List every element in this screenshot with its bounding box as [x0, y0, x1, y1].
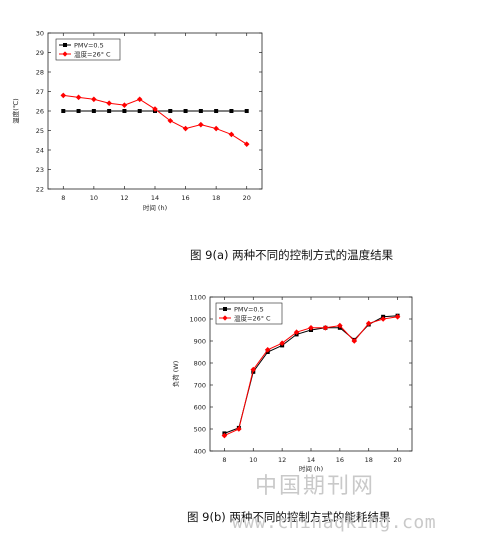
chart-b-legend-marker-0	[223, 307, 227, 311]
temperature-plot-area: 8 10 12 14 16 18 20 22 23 24 25 26 27 28 29 30 时间 (h) 温度(…	[11, 29, 263, 212]
chart-b-x-tick-label: 10	[249, 456, 257, 464]
chart-a-x-tick-label: 12	[120, 194, 128, 202]
chart-a-series-0-point	[137, 109, 142, 113]
chart-a-series-0-point	[91, 109, 96, 113]
chart-b-series-1-point	[221, 432, 228, 439]
temperature-chart: 8 10 12 14 16 18 20 22 23 24 25 26 27 28 29 30 时间 (h) 温度(…	[11, 29, 263, 212]
chart-a-y-axis-label: 温度(℃)	[11, 98, 20, 123]
chart-b-legend-label-0: PMV=0.5	[234, 305, 264, 313]
chart-a-series-1-point	[167, 117, 174, 124]
figure-caption-a: 图 9(a) 两种不同的控制方式的温度结果	[190, 248, 394, 262]
chart-b-series-line-1	[224, 316, 398, 437]
chart-a-legend-marker-1	[62, 51, 68, 57]
chart-a-series-1-point	[75, 94, 82, 101]
chart-b-y-axis-label: 负荷 (W)	[171, 361, 180, 388]
chart-a-series-0-point	[61, 109, 66, 113]
chart-b-y-tick-label: 800	[194, 359, 206, 367]
chart-b-x-axis-label: 时间 (h)	[299, 464, 323, 473]
chart-a-series-1-point	[60, 92, 67, 99]
chart-a-y-tick-label: 28	[36, 68, 44, 76]
chart-a-series-1-point	[182, 125, 189, 132]
energy-plot-area: 8 10 12 14 16 18 20 400 500 600 700 800 900 1000 1100 时…	[171, 293, 413, 473]
chart-a-series-0-point	[122, 109, 127, 113]
chart-a-y-tick-label: 25	[36, 127, 44, 135]
chart-b-series-1-point	[365, 320, 372, 327]
chart-a-legend-box	[55, 38, 121, 61]
watermark-url: www.chinaqking.com	[232, 512, 437, 533]
chart-a-series-1-point	[213, 125, 219, 132]
chart-a-series-0-point	[183, 109, 188, 113]
chart-a-series-0-point	[229, 109, 234, 113]
chart-a-series-0-point	[214, 109, 219, 113]
chart-b-y-tick-label: 700	[194, 381, 206, 389]
chart-b-series-line-0	[224, 315, 398, 434]
chart-a-y-tick-label: 30	[36, 29, 44, 37]
chart-a-y-tick-label: 29	[36, 49, 44, 57]
chart-a-series-0-point	[198, 109, 203, 113]
chart-b-y-tick-label: 1100	[189, 293, 206, 301]
chart-a-x-tick-label: 14	[151, 194, 159, 202]
chart-a-series-0-point	[107, 109, 112, 113]
chart-b-x-tick-label: 16	[336, 456, 344, 464]
chart-b-series-1-point	[380, 316, 386, 322]
chart-a-x-tick-label: 16	[181, 194, 189, 202]
chart-b-y-tick-label: 1000	[189, 315, 206, 323]
chart-a-x-tick-label: 8	[61, 194, 65, 202]
energy-chart: 8 10 12 14 16 18 20 400 500 600 700 800 900 1000 1100 时…	[171, 293, 413, 473]
chart-a-y-tick-label: 22	[36, 185, 44, 193]
figure-caption-b: 图 9(b) 两种不同的控制方式的能耗结果	[187, 510, 391, 524]
chart-a-series-1-point	[136, 96, 143, 103]
chart-a-legend-label-1: 温度=26° C	[74, 49, 111, 58]
chart-a-series-0-point	[168, 109, 173, 113]
watermark-text: 中国期刊网	[255, 474, 376, 499]
chart-b-series-1-point	[236, 426, 242, 432]
chart-b-y-tick-label: 500	[194, 425, 206, 433]
chart-a-series-line-1	[63, 94, 247, 145]
chart-a-series-0-point	[244, 109, 249, 113]
chart-b-y-tick-label: 400	[194, 447, 206, 455]
chart-a-series-1-point	[106, 100, 112, 106]
chart-a-series-1-point	[198, 121, 204, 128]
chart-a-y-tick-label: 27	[36, 88, 44, 96]
chart-b-x-tick-label: 18	[365, 456, 373, 464]
chart-a-x-tick-label: 10	[90, 194, 98, 202]
chart-b-x-tick-label: 8	[222, 456, 226, 464]
chart-a-legend-label-0: PMV=0.5	[74, 41, 104, 49]
chart-a-series-1-point	[228, 131, 235, 138]
chart-b-legend-box	[215, 302, 283, 325]
chart-a-x-tick-label: 18	[212, 194, 220, 202]
chart-b-x-tick-label: 20	[393, 456, 401, 464]
chart-b-x-tick-label: 14	[307, 456, 315, 464]
chart-b-series-1-point	[337, 322, 343, 329]
chart-a-legend-marker-0	[63, 43, 67, 47]
chart-b-y-tick-label: 600	[194, 403, 206, 411]
chart-a-x-axis-label: 时间 (h)	[143, 203, 167, 212]
chart-a-y-tick-label: 26	[36, 107, 44, 115]
chart-a-y-tick-label: 23	[36, 166, 44, 174]
chart-a-series-0-point	[76, 109, 81, 113]
chart-a-y-tick-label: 24	[36, 146, 44, 154]
chart-a-series-1-point	[243, 141, 250, 147]
chart-a-series-1-point	[152, 106, 158, 112]
chart-a-x-tick-label: 20	[243, 194, 251, 202]
chart-b-legend-label-1: 温度=26° C	[234, 313, 271, 322]
chart-b-x-tick-label: 12	[278, 456, 286, 464]
chart-b-series-1-point	[351, 338, 358, 344]
chart-b-legend-marker-1	[222, 315, 228, 321]
chart-a-series-1-point	[121, 102, 128, 108]
chart-a-series-1-point	[91, 96, 97, 103]
chart-b-y-tick-label: 900	[194, 337, 206, 345]
